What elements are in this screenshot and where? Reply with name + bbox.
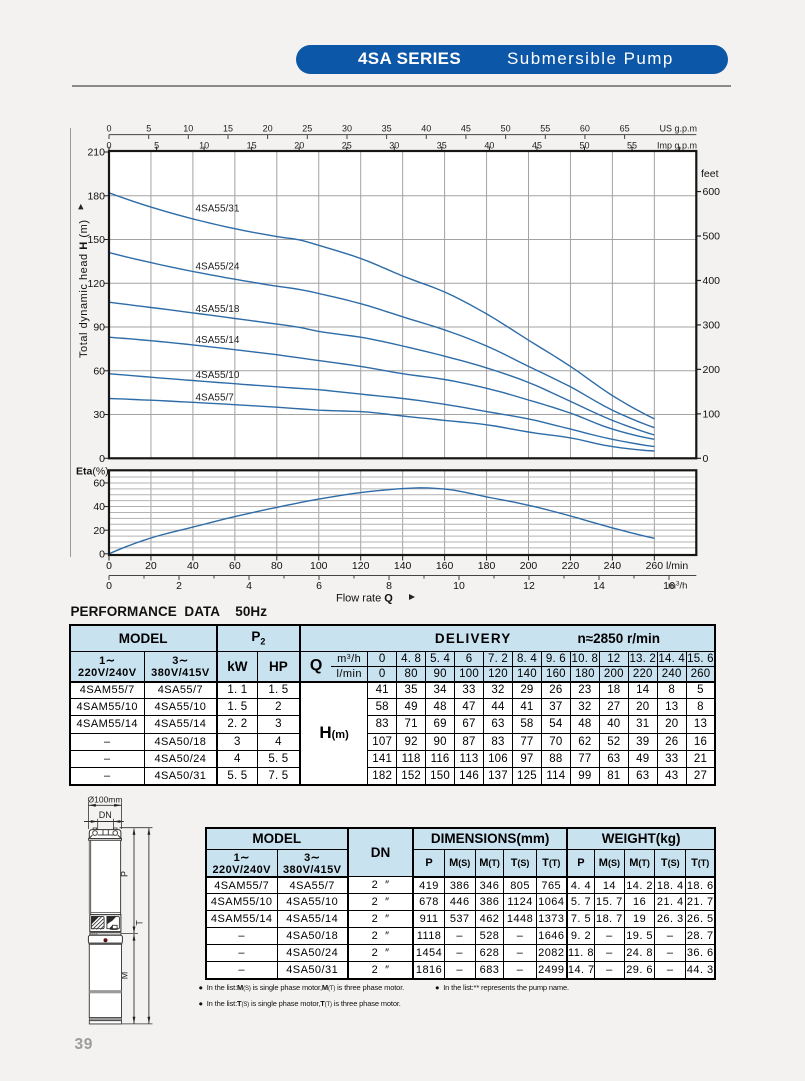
svg-text:200: 200 (703, 364, 721, 376)
svg-text:0: 0 (99, 453, 105, 465)
svg-text:10: 10 (453, 580, 465, 592)
svg-text:14: 14 (593, 580, 605, 592)
svg-text:50: 50 (501, 124, 511, 134)
svg-text:30: 30 (389, 141, 399, 151)
svg-text:5: 5 (154, 141, 159, 151)
svg-text:60: 60 (580, 124, 590, 134)
svg-text:25: 25 (342, 141, 352, 151)
svg-text:140: 140 (394, 560, 412, 572)
svg-text:l/min: l/min (666, 560, 688, 572)
svg-text:240: 240 (604, 560, 622, 572)
svg-text:0: 0 (106, 141, 111, 151)
svg-text:260: 260 (646, 560, 664, 572)
svg-text:55: 55 (540, 124, 550, 134)
svg-text:20: 20 (93, 525, 105, 537)
svg-text:65: 65 (620, 124, 630, 134)
svg-text:5: 5 (146, 124, 151, 134)
svg-text:Flow rate Q: Flow rate Q (336, 593, 393, 605)
svg-text:20: 20 (145, 560, 157, 572)
svg-text:4SA55/24: 4SA55/24 (196, 262, 240, 273)
svg-text:200: 200 (520, 560, 538, 572)
svg-text:150: 150 (87, 234, 105, 246)
svg-text:35: 35 (437, 141, 447, 151)
svg-text:DN: DN (99, 810, 112, 820)
svg-text:2: 2 (176, 580, 182, 592)
svg-text:20: 20 (263, 124, 273, 134)
svg-text:300: 300 (703, 320, 721, 332)
svg-text:45: 45 (532, 141, 542, 151)
svg-text:10: 10 (199, 141, 209, 151)
svg-text:0: 0 (106, 580, 112, 592)
svg-text:16: 16 (663, 580, 675, 592)
svg-text:12: 12 (523, 580, 535, 592)
svg-text:0: 0 (106, 124, 111, 134)
svg-text:4SA55/14: 4SA55/14 (196, 335, 240, 346)
svg-text:15: 15 (223, 124, 233, 134)
svg-text:210: 210 (87, 147, 105, 159)
svg-text:40: 40 (484, 141, 494, 151)
svg-text:60: 60 (229, 560, 241, 572)
svg-text:400: 400 (703, 275, 721, 287)
svg-text:4SA55/18: 4SA55/18 (196, 304, 240, 315)
svg-text:55: 55 (627, 141, 637, 151)
svg-text:160: 160 (436, 560, 454, 572)
svg-text:40: 40 (421, 124, 431, 134)
svg-text:180: 180 (87, 190, 105, 202)
svg-text:600: 600 (703, 186, 721, 198)
svg-text:40: 40 (93, 501, 105, 513)
svg-text:90: 90 (93, 322, 105, 334)
svg-text:100: 100 (310, 560, 328, 572)
svg-text:feet: feet (701, 168, 719, 180)
svg-text:500: 500 (703, 231, 721, 243)
svg-text:15: 15 (247, 141, 257, 151)
svg-text:4SA55/7: 4SA55/7 (196, 393, 235, 404)
svg-text:4: 4 (246, 580, 252, 592)
svg-text:220: 220 (562, 560, 580, 572)
svg-text:60: 60 (93, 478, 105, 490)
svg-text:8: 8 (386, 580, 392, 592)
svg-text:0: 0 (106, 560, 112, 572)
svg-text:60: 60 (93, 365, 105, 377)
svg-text:50: 50 (579, 141, 589, 151)
svg-text:35: 35 (382, 124, 392, 134)
svg-text:30: 30 (342, 124, 352, 134)
svg-text:US g.p.m: US g.p.m (659, 124, 697, 134)
svg-text:0: 0 (703, 453, 709, 465)
svg-text:100: 100 (703, 408, 721, 420)
svg-text:20: 20 (294, 141, 304, 151)
svg-text:6: 6 (316, 580, 322, 592)
svg-text:80: 80 (271, 560, 283, 572)
svg-text:T: T (134, 920, 144, 926)
svg-text:Ø100mm: Ø100mm (88, 795, 123, 805)
svg-text:30: 30 (93, 409, 105, 421)
svg-text:45: 45 (461, 124, 471, 134)
svg-text:40: 40 (187, 560, 199, 572)
svg-text:120: 120 (352, 560, 370, 572)
svg-text:M: M (120, 972, 130, 980)
svg-text:25: 25 (302, 124, 312, 134)
svg-text:Total dynamic head H (m): Total dynamic head H (m) (78, 219, 90, 358)
svg-text:10: 10 (183, 124, 193, 134)
svg-text:Eta(%): Eta(%) (76, 466, 109, 478)
svg-text:m3/h: m3/h (668, 581, 687, 592)
svg-text:120: 120 (87, 278, 105, 290)
svg-text:4SA55/10: 4SA55/10 (196, 370, 240, 381)
svg-text:4SA55/31: 4SA55/31 (196, 204, 240, 215)
svg-text:Imp g.p.m: Imp g.p.m (657, 141, 697, 151)
svg-text:P: P (120, 871, 130, 877)
svg-text:0: 0 (99, 548, 105, 560)
svg-text:180: 180 (478, 560, 496, 572)
